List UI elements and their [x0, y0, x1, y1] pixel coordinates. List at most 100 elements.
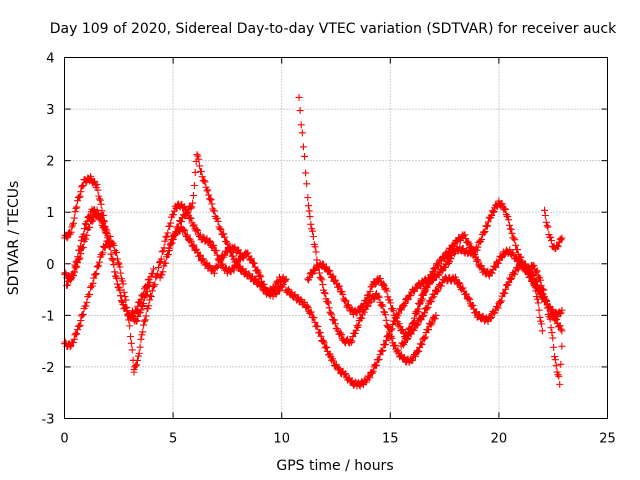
data-point — [187, 237, 195, 245]
data-point — [420, 334, 428, 342]
data-point — [208, 200, 216, 208]
data-point — [480, 229, 488, 237]
data-point — [106, 243, 114, 251]
data-point — [150, 265, 158, 273]
data-point — [552, 362, 560, 370]
data-point — [539, 285, 547, 293]
data-point — [497, 299, 505, 306]
data-point — [147, 293, 155, 301]
data-point — [325, 304, 333, 312]
y-axis-label: SDTVAR / TECUs — [6, 181, 22, 296]
data-point — [104, 234, 112, 242]
data-point — [134, 312, 142, 320]
data-point — [219, 260, 227, 268]
data-point — [171, 229, 179, 237]
data-point — [465, 294, 473, 302]
data-point — [302, 169, 310, 177]
x-tick-label: 5 — [169, 432, 177, 447]
data-point — [401, 299, 409, 307]
data-point — [72, 204, 80, 212]
data-point — [488, 269, 496, 277]
data-point — [311, 243, 319, 251]
data-point — [155, 264, 163, 272]
data-point — [406, 328, 414, 336]
data-point — [318, 276, 326, 284]
data-point — [193, 225, 201, 233]
data-point — [190, 241, 198, 249]
data-point — [113, 280, 121, 288]
data-point — [322, 343, 330, 351]
data-point — [548, 329, 556, 337]
data-point — [213, 214, 221, 222]
data-point — [474, 243, 482, 251]
data-point — [558, 342, 566, 350]
data-point — [433, 288, 441, 296]
data-point — [76, 192, 84, 200]
data-point — [527, 270, 535, 278]
data-point — [230, 266, 238, 274]
data-point — [418, 341, 426, 349]
data-point — [558, 306, 566, 314]
data-point — [381, 286, 389, 294]
data-point — [167, 240, 175, 248]
data-point — [231, 243, 239, 251]
data-point — [362, 296, 370, 304]
data-point — [83, 217, 91, 225]
data-point — [450, 242, 458, 250]
x-axis-label: GPS time / hours — [276, 458, 393, 474]
data-point — [414, 320, 422, 328]
data-point — [550, 343, 558, 351]
data-point — [386, 325, 394, 333]
data-point — [544, 223, 552, 231]
data-point — [132, 362, 140, 370]
data-point — [162, 233, 170, 241]
data-point — [207, 196, 215, 204]
data-point — [404, 295, 412, 303]
data-point — [67, 228, 75, 236]
data-point — [399, 326, 407, 334]
data-point — [190, 181, 198, 189]
data-point — [509, 249, 517, 257]
data-point — [222, 238, 230, 246]
data-point — [189, 242, 197, 250]
data-point — [462, 290, 470, 298]
data-point — [431, 315, 439, 323]
data-point — [116, 286, 124, 294]
data-point — [133, 361, 141, 369]
data-point — [282, 275, 290, 283]
data-point — [205, 237, 213, 245]
data-point — [487, 314, 495, 322]
data-point — [347, 338, 355, 346]
data-point — [534, 299, 542, 307]
data-point — [466, 295, 474, 303]
data-point — [424, 303, 432, 311]
data-point — [309, 233, 317, 241]
data-point — [316, 329, 324, 337]
data-point — [80, 230, 88, 238]
data-point — [138, 331, 146, 339]
data-point — [203, 187, 211, 195]
data-point — [113, 248, 121, 256]
data-point — [140, 317, 148, 325]
data-point — [74, 326, 82, 334]
data-point — [73, 330, 81, 338]
data-point — [543, 304, 551, 312]
data-point — [86, 212, 94, 220]
data-point — [94, 211, 102, 219]
data-point — [217, 226, 225, 234]
data-point — [73, 257, 81, 265]
data-point — [70, 268, 78, 276]
data-point — [463, 239, 471, 247]
data-point — [348, 337, 356, 345]
data-point — [75, 322, 83, 330]
data-point — [557, 325, 565, 333]
data-point — [421, 335, 429, 343]
data-point — [547, 324, 555, 332]
data-point — [180, 225, 188, 233]
data-point — [483, 222, 491, 230]
data-point — [379, 302, 387, 310]
data-point — [456, 280, 464, 288]
data-point — [157, 255, 165, 263]
data-point — [445, 259, 453, 267]
data-point — [501, 205, 509, 213]
